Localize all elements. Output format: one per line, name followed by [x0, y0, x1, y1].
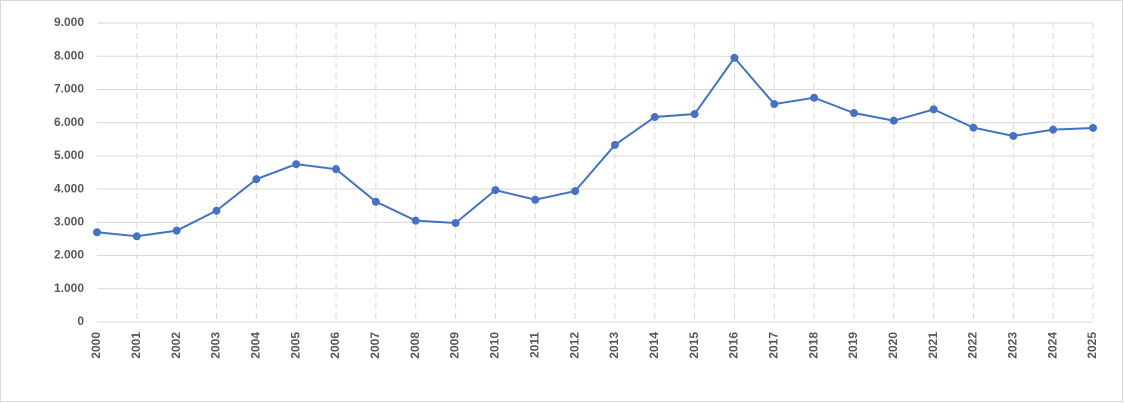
x-tick-label: 2016	[727, 332, 741, 359]
x-tick-label: 2024	[1045, 332, 1059, 359]
point	[810, 93, 819, 102]
x-tick-label: 2004	[249, 332, 263, 359]
x-tick-label: 2020	[886, 332, 900, 359]
x-tick-label: 2014	[647, 332, 661, 359]
x-tick-label: 2023	[1005, 332, 1019, 359]
x-tick-label: 2003	[209, 332, 223, 359]
x-tick-label: 2019	[846, 332, 860, 359]
y-tick-label: 1.000	[54, 281, 84, 295]
point	[491, 186, 500, 195]
x-tick-label: 2005	[288, 332, 302, 359]
x-tick-label: 2025	[1085, 332, 1099, 359]
point	[730, 53, 739, 62]
y-tick-label: 2.000	[54, 248, 84, 262]
y-tick-label: 8.000	[54, 48, 84, 62]
x-tick-label: 2010	[488, 332, 502, 359]
point	[172, 226, 181, 235]
x-tick-label: 2018	[806, 332, 820, 359]
point	[610, 140, 619, 149]
point	[451, 218, 460, 227]
point	[531, 195, 540, 204]
y-tick-label: 3.000	[54, 215, 84, 229]
x-tick-label: 2009	[448, 332, 462, 359]
y-tick-label: 4.000	[54, 181, 84, 195]
x-tick-label: 2007	[368, 332, 382, 359]
point	[252, 175, 261, 184]
x-tick-label: 2021	[926, 332, 940, 359]
point	[969, 123, 978, 132]
x-tick-label: 2001	[129, 332, 143, 359]
point	[650, 113, 659, 122]
y-tick-label: 6.000	[54, 115, 84, 129]
x-tick-label: 2008	[408, 332, 422, 359]
point	[292, 160, 301, 169]
point	[690, 110, 699, 119]
point	[212, 206, 221, 215]
x-tick-label: 2013	[607, 332, 621, 359]
point	[93, 228, 101, 237]
x-tick-label: 2022	[966, 332, 980, 359]
point	[929, 105, 938, 114]
point	[849, 109, 858, 118]
y-tick-label: 5.000	[54, 148, 84, 162]
x-tick-label: 2006	[328, 332, 342, 359]
point	[411, 216, 420, 225]
y-tick-label: 0	[77, 314, 84, 328]
point	[371, 197, 380, 206]
x-tick-label: 2002	[169, 332, 183, 359]
point	[571, 187, 580, 196]
x-tick-label: 2015	[687, 332, 701, 359]
point	[1089, 123, 1097, 132]
line	[96, 56, 1094, 238]
point	[1049, 125, 1058, 134]
x-tick-label: 2017	[766, 332, 780, 359]
point	[1009, 131, 1018, 140]
point	[770, 100, 779, 109]
y-tick-label: 9.000	[54, 15, 84, 29]
x-tick-label: 2012	[567, 332, 581, 359]
point	[332, 165, 341, 174]
x-tick-label: 2000	[89, 332, 103, 359]
point	[132, 232, 141, 241]
point	[889, 116, 898, 125]
y-tick-label: 7.000	[54, 82, 84, 96]
x-tick-label: 2011	[527, 332, 541, 358]
